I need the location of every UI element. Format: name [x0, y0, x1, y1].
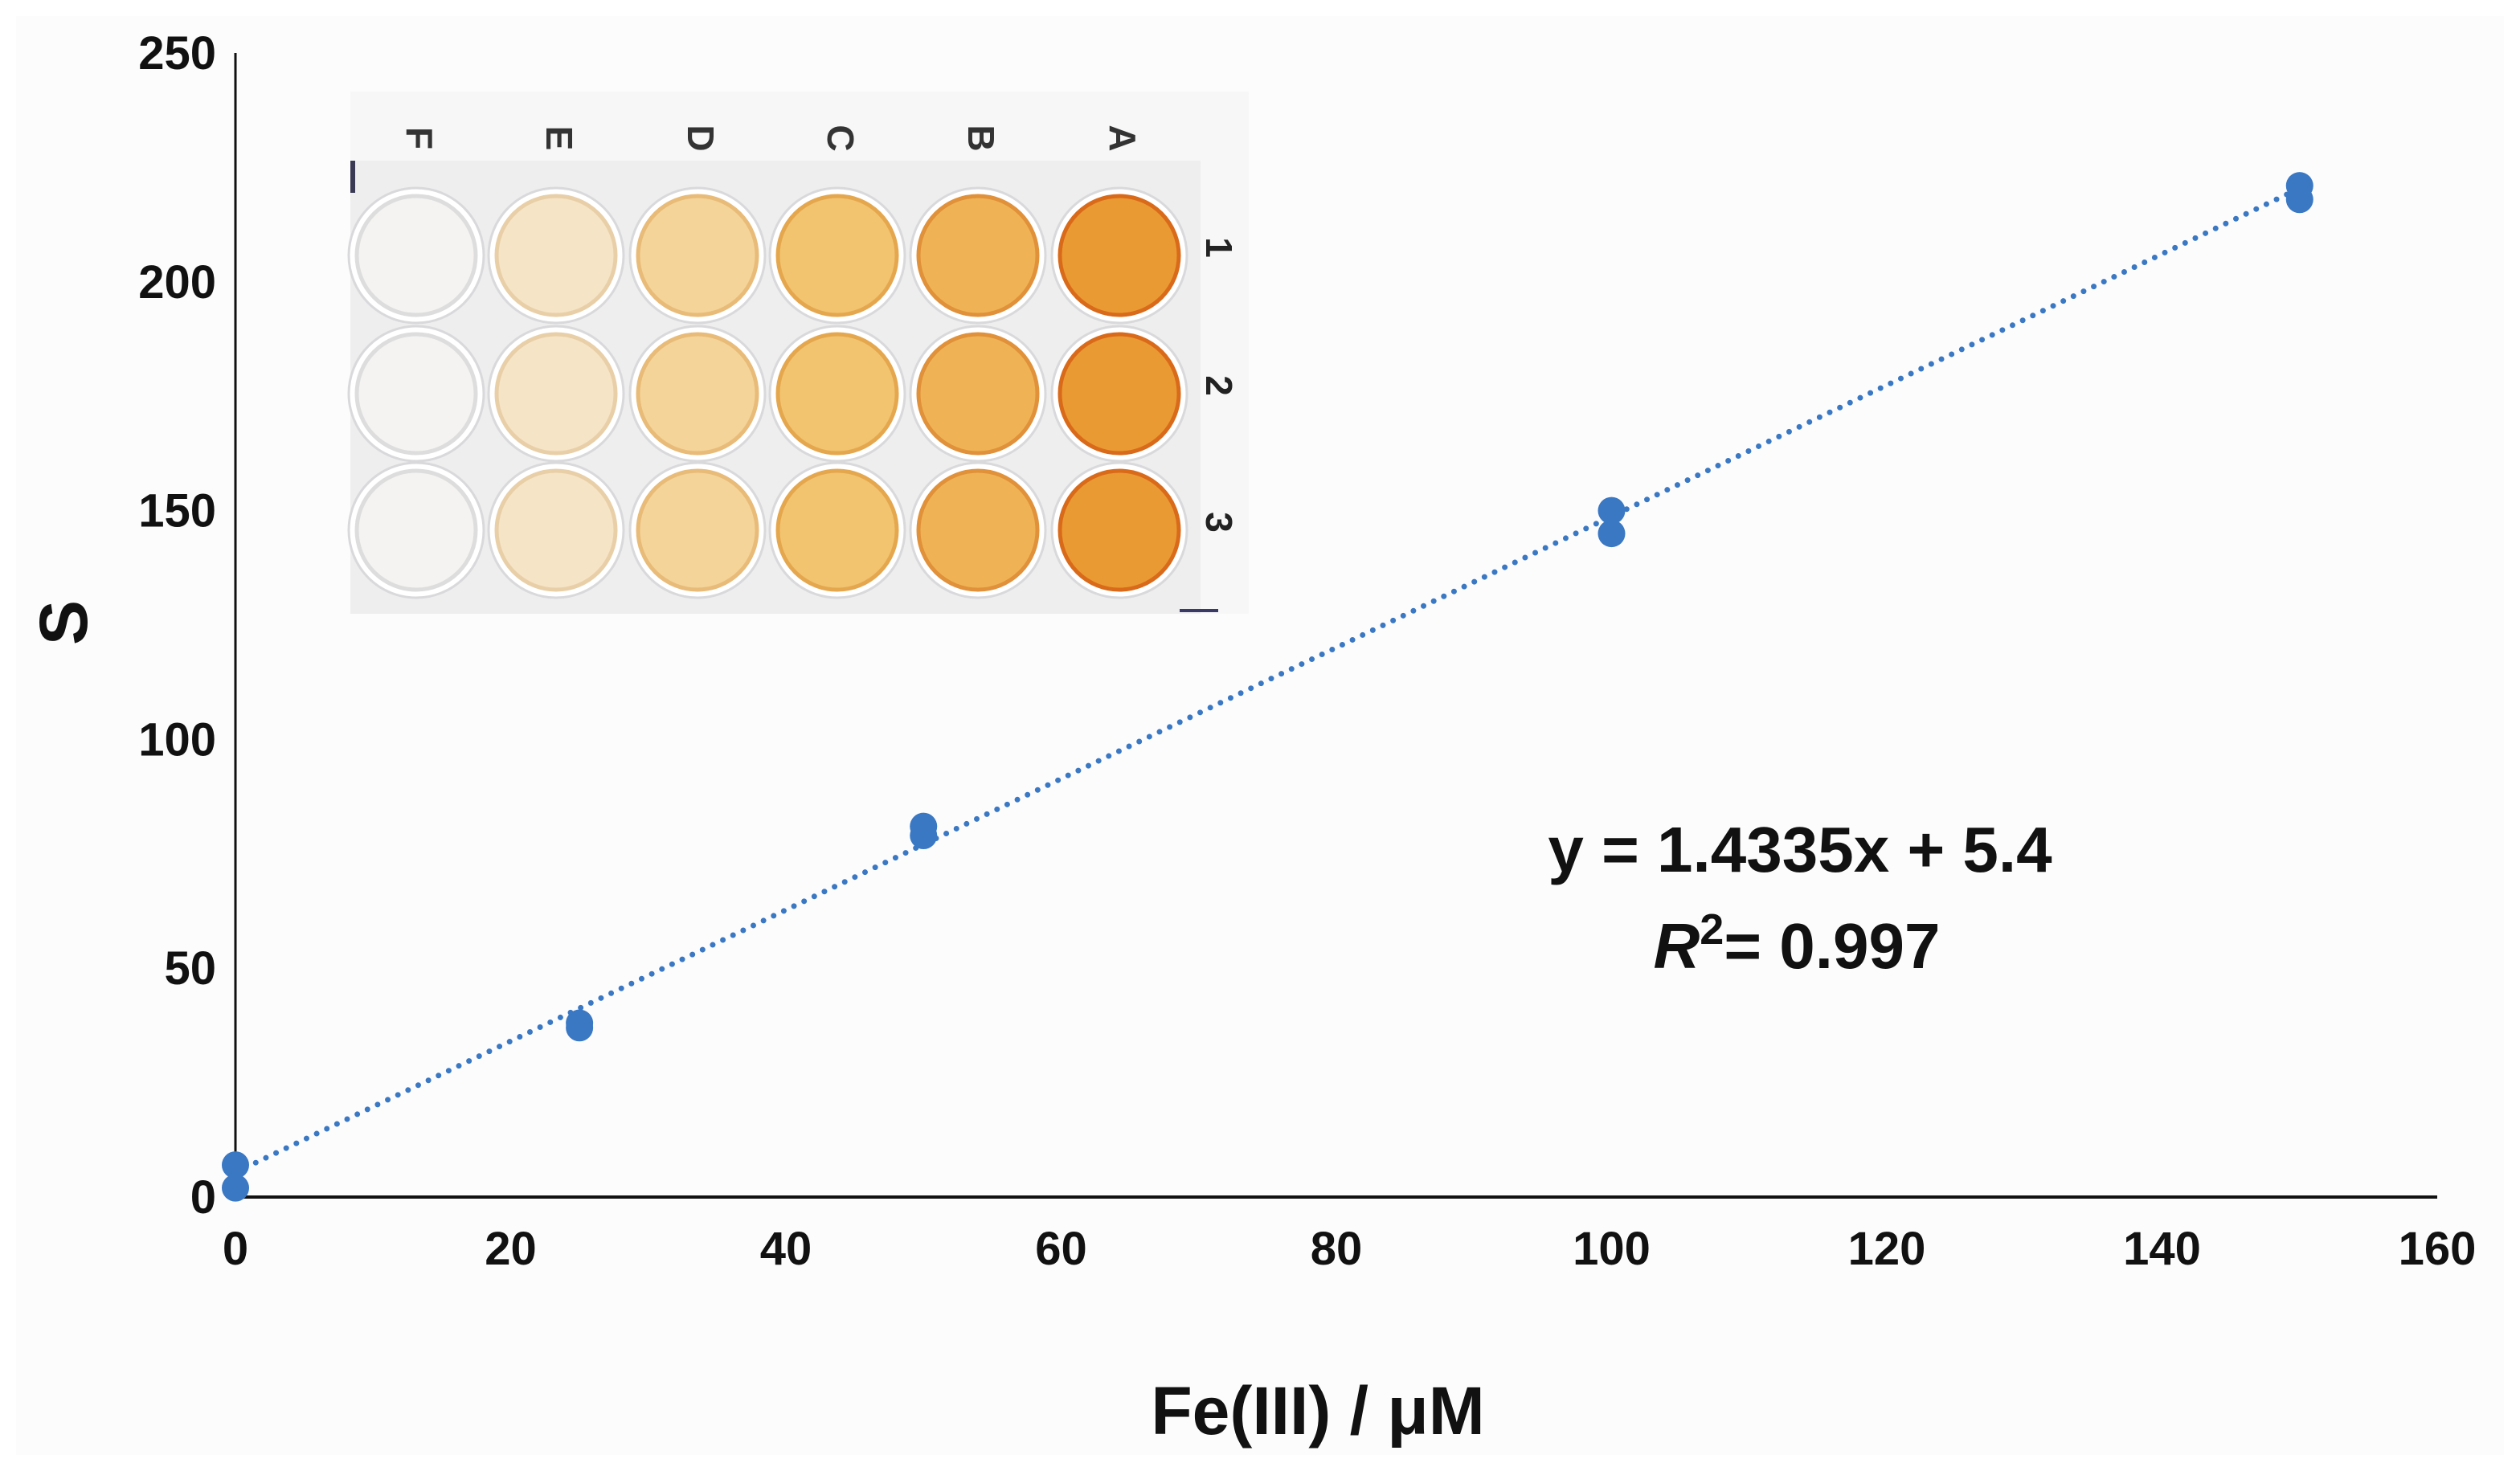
y-tick-label: 0	[190, 1171, 216, 1224]
x-tick-label: 140	[2123, 1223, 2201, 1275]
plate-column-label: C	[820, 125, 861, 151]
data-point	[2285, 172, 2313, 200]
trendline	[232, 185, 2303, 1175]
plate-well	[636, 194, 759, 317]
plate-well	[775, 468, 899, 592]
plate-well	[494, 332, 618, 456]
plate-row-label: 2	[1198, 375, 1240, 396]
plate-row-label: 1	[1198, 237, 1240, 258]
x-tick-label: 80	[1311, 1223, 1363, 1275]
x-tick-label: 40	[760, 1223, 812, 1275]
plate-well	[354, 468, 478, 592]
plate-well	[1058, 332, 1181, 456]
inset-edge-mark	[1180, 609, 1218, 612]
plate-well	[494, 468, 618, 592]
plate-well	[916, 468, 1040, 592]
r2-symbol: R	[1654, 910, 1700, 982]
plate-well	[354, 332, 478, 456]
y-tick-label: 250	[138, 27, 216, 80]
plate-column-label: A	[1102, 125, 1143, 151]
trendline-group	[232, 185, 2303, 1175]
y-axis-title: S	[26, 600, 101, 645]
plate-well	[494, 194, 618, 317]
plate-well	[636, 468, 759, 592]
data-point	[910, 812, 938, 840]
plate-well	[916, 332, 1040, 456]
x-tick-label: 60	[1035, 1223, 1087, 1275]
plate-well	[1058, 468, 1181, 592]
plate-well	[636, 332, 759, 456]
axes: 0 20 40 60 80 100 120 140 160 0 50 100 150 200 250	[138, 27, 2476, 1275]
y-tick-label: 200	[138, 256, 216, 309]
x-axis-title: Fe(III) / μM	[1151, 1373, 1484, 1449]
data-point	[1598, 520, 1626, 548]
r2-value: = 0.997	[1724, 910, 1940, 982]
y-tick-label: 150	[138, 485, 216, 537]
x-tick-label: 100	[1573, 1223, 1651, 1275]
x-tick-label: 120	[1848, 1223, 1926, 1275]
plate-well	[775, 194, 899, 317]
plate-well	[354, 194, 478, 317]
y-tick-label: 100	[138, 713, 216, 766]
plate-column-label: F	[399, 127, 440, 149]
plate-column-label: B	[960, 125, 1002, 151]
y-tick-label: 50	[164, 942, 216, 995]
r2-text: R2= 0.997	[1654, 905, 1941, 982]
data-point	[222, 1151, 249, 1179]
inset-edge-mark	[350, 161, 355, 193]
equation-text: y = 1.4335x + 5.4	[1548, 814, 2052, 885]
plate-well	[775, 332, 899, 456]
plate-column-label: E	[538, 126, 580, 151]
x-tick-label: 0	[223, 1223, 248, 1275]
plate-row-label: 3	[1198, 512, 1240, 533]
x-tick-label: 160	[2399, 1223, 2477, 1275]
plate-well	[916, 194, 1040, 317]
r2-exponent: 2	[1700, 905, 1724, 954]
plate-column-label: D	[680, 125, 722, 151]
x-tick-label: 20	[485, 1223, 537, 1275]
data-point	[222, 1174, 249, 1202]
plate-well	[1058, 194, 1181, 317]
inset-photo: F E D C B A 1 2 3	[347, 92, 1249, 614]
data-point	[1598, 496, 1626, 525]
data-points	[222, 172, 2313, 1202]
data-point	[566, 1009, 594, 1037]
equation-annotation: y = 1.4335x + 5.4 R2= 0.997	[1548, 814, 2052, 982]
